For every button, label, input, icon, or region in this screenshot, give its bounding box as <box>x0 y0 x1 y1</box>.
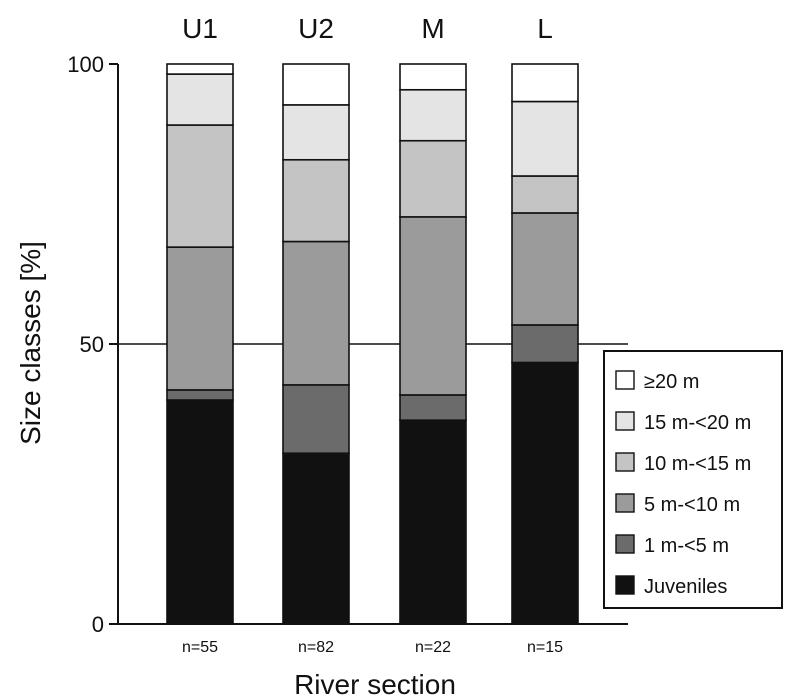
bar-segment-U1-4 <box>166 73 234 126</box>
bar-segment-U2-2 <box>282 240 350 386</box>
bar-segment-U1-0 <box>166 399 234 625</box>
axis-layer: 0 50 100 <box>67 52 628 637</box>
category-label-U1: U1 <box>182 13 218 44</box>
sample-size-label-L: n=15 <box>527 639 563 656</box>
legend-swatch-4 <box>615 534 635 554</box>
bar-segment-M-4 <box>399 88 467 142</box>
bar-segment-U1-2 <box>166 246 234 391</box>
bar-segment-U2-3 <box>282 158 350 243</box>
bars-layer <box>166 63 579 625</box>
labels-layer: U1 n=55 U2 n=82 Mn=22 Ln=15 <box>182 13 563 656</box>
legend-swatch-3 <box>615 493 635 513</box>
bar-segment-U1-3 <box>166 124 234 248</box>
bar-segment-L-0 <box>511 361 579 625</box>
legend-swatch-0 <box>615 370 635 390</box>
sample-size-label-M: n=22 <box>415 639 451 656</box>
y-tick-label-50: 50 <box>80 332 104 357</box>
legend-items: ≥20 m 15 m-<20 m 10 m-<15 m 5 m-<10 m 1 m-<5… <box>615 370 751 598</box>
legend-label-3: 5 m-<10 m <box>644 494 740 516</box>
x-axis-title: River section <box>294 669 456 700</box>
legend-swatch-5 <box>615 575 635 595</box>
legend-label-0: ≥20 m <box>644 371 699 393</box>
category-label-U2: U2 <box>298 13 334 44</box>
bar-segment-U2-0 <box>282 452 350 625</box>
legend-label-5: Juveniles <box>644 576 727 598</box>
bar-segment-L-3 <box>511 175 579 214</box>
bar-segment-U1-5 <box>166 63 234 75</box>
bar-segment-U2-5 <box>282 63 350 106</box>
legend-label-2: 10 m-<15 m <box>644 453 751 475</box>
category-label-M: M <box>421 13 444 44</box>
y-axis-title: Size classes [%] <box>15 241 46 445</box>
bar-segment-M-1 <box>399 394 467 421</box>
bar-segment-L-5 <box>511 63 579 103</box>
legend-box <box>603 350 783 609</box>
legend-label-4: 1 m-<5 m <box>644 535 729 557</box>
bar-segment-L-2 <box>511 212 579 326</box>
y-tick-label-0: 0 <box>92 612 104 637</box>
legend: ≥20 m 15 m-<20 m 10 m-<15 m 5 m-<10 m 1 m-<5… <box>603 350 783 609</box>
legend-swatch-2 <box>615 452 635 472</box>
bar-segment-L-1 <box>511 324 579 364</box>
bar-segment-M-2 <box>399 216 467 396</box>
legend-label-1: 15 m-<20 m <box>644 412 751 434</box>
y-tick-label-100: 100 <box>67 52 104 77</box>
sample-size-label-U2: n=82 <box>298 639 334 656</box>
bar-segment-M-3 <box>399 139 467 218</box>
bar-segment-U2-1 <box>282 384 350 455</box>
category-label-L: L <box>537 13 553 44</box>
sample-size-label-U1: n=55 <box>182 639 218 656</box>
bar-segment-L-4 <box>511 100 579 177</box>
bar-segment-M-0 <box>399 419 467 625</box>
bar-segment-U1-1 <box>166 389 234 401</box>
bar-segment-U2-4 <box>282 104 350 161</box>
legend-swatch-1 <box>615 411 635 431</box>
bar-segment-M-5 <box>399 63 467 91</box>
